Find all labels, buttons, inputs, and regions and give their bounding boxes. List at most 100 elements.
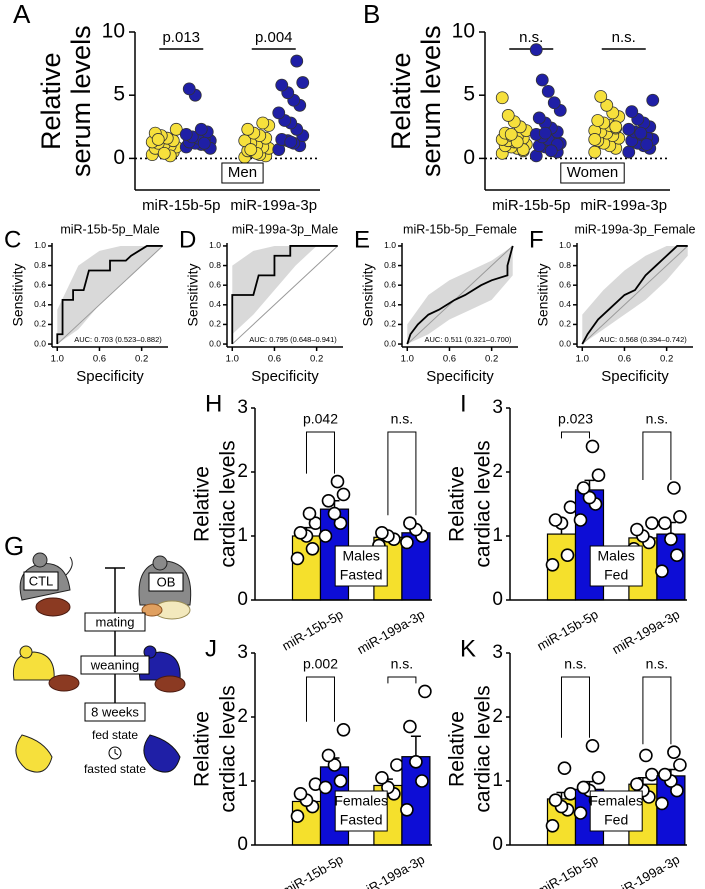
- point: [560, 548, 575, 563]
- y-tick-label: 0.6: [209, 279, 221, 289]
- dot: [256, 116, 270, 130]
- x-tick-label: 0.6: [443, 354, 456, 365]
- point: [548, 513, 563, 527]
- y-tick-label: 0: [237, 834, 248, 855]
- y-tick-label: 1: [237, 525, 248, 546]
- point: [557, 761, 572, 776]
- x-tick-label: miR-199a-3p: [355, 852, 428, 889]
- point: [418, 684, 432, 699]
- dot: [538, 126, 552, 140]
- y-tick-label: 2: [237, 461, 248, 482]
- point: [645, 767, 659, 782]
- chart-title: miR-199a-3p_Male: [232, 222, 338, 236]
- y-tick-label: 1.0: [384, 240, 396, 250]
- y-axis-label: Sensitivity: [10, 263, 26, 326]
- annotation: p.013: [162, 29, 200, 46]
- dot: [640, 138, 654, 151]
- ctl-tail: [65, 556, 73, 576]
- y-tick-label: 0.4: [384, 299, 396, 309]
- auc-label: AUC: 0.703 (0.523–0.882): [74, 335, 162, 344]
- roc-curve: [581, 245, 688, 345]
- point: [290, 809, 305, 824]
- dot: [179, 127, 193, 141]
- point: [321, 493, 336, 508]
- dot: [622, 145, 636, 159]
- x-tick-label: miR-199a-3p: [610, 607, 683, 658]
- dot: [157, 146, 171, 160]
- y-tick-label: 10: [452, 20, 475, 43]
- y-axis-label: Relative: [191, 711, 214, 787]
- y-tick-label: 0.0: [384, 338, 396, 348]
- y-tick-label: 10: [102, 20, 125, 43]
- point: [576, 780, 591, 795]
- panel-label: J: [205, 635, 217, 662]
- point: [573, 806, 588, 820]
- y-axis-label: serum levels: [66, 25, 96, 177]
- bracket: [387, 431, 417, 516]
- x-tick-label: 1.0: [226, 354, 239, 365]
- diagram-g: G CTL OB mating weaning 8 weeks fed stat…: [4, 531, 192, 776]
- dot: [182, 82, 196, 96]
- y-tick-label: 0: [237, 589, 248, 610]
- fed-label: fed state: [92, 728, 138, 742]
- y-tick-label: 1: [492, 525, 503, 546]
- dot: [275, 78, 289, 92]
- y-tick-label: 0.2: [209, 319, 221, 329]
- y-axis-label: Relative: [191, 466, 214, 542]
- bracket: [305, 431, 335, 474]
- x-axis-label: Specificity: [251, 368, 319, 385]
- y-axis-label: Relative: [386, 52, 416, 150]
- ob-label: OB: [157, 574, 176, 589]
- point: [290, 551, 305, 566]
- y-tick-label: 0.2: [34, 319, 46, 329]
- group-box: [221, 162, 264, 184]
- y-tick-label: 0.6: [34, 279, 46, 289]
- ctl-label: CTL: [29, 573, 54, 588]
- dot: [625, 105, 639, 119]
- ctl-offspring-ear: [19, 645, 33, 659]
- ctl-box: [23, 571, 59, 591]
- point: [403, 719, 417, 734]
- group-label: Fasted: [340, 812, 383, 828]
- roc-curve: [406, 245, 514, 345]
- bracket: [560, 431, 590, 439]
- x-tick-label: miR-199a-3p: [355, 607, 428, 658]
- point: [336, 722, 351, 737]
- dot: [244, 143, 258, 156]
- group-label: Females: [334, 793, 388, 809]
- point: [548, 793, 563, 808]
- point: [563, 500, 578, 515]
- roc-curve: [231, 245, 338, 345]
- y-axis-label: Sensitivity: [535, 263, 551, 326]
- y-axis-label: Relative: [446, 466, 469, 542]
- x-tick-label: miR-199a-3p: [230, 197, 317, 214]
- point: [400, 802, 414, 817]
- ci-band: [232, 245, 338, 335]
- dot: [290, 54, 304, 68]
- x-tick-label: miR-15b-5p: [534, 607, 600, 654]
- ctl-offspring: [12, 651, 55, 681]
- dot: [151, 133, 165, 146]
- step-box: [80, 655, 150, 675]
- point: [585, 738, 600, 753]
- y-axis-label: cardiac levels: [472, 440, 495, 567]
- point: [658, 767, 672, 782]
- panel-label: A: [13, 0, 31, 29]
- chart-title: miR-15b-5p_Female: [403, 222, 517, 236]
- reference-line: [406, 245, 514, 345]
- point: [582, 490, 597, 505]
- x-tick-label: 0.6: [268, 354, 281, 365]
- y-tick-label: 0.0: [559, 338, 571, 348]
- point: [673, 758, 687, 772]
- point: [415, 774, 429, 788]
- dot: [594, 90, 608, 103]
- point: [639, 748, 653, 763]
- y-tick-label: 0: [492, 589, 503, 610]
- x-tick-label: 0.2: [135, 354, 148, 365]
- step-label: mating: [95, 614, 134, 629]
- point: [305, 541, 320, 556]
- dot: [591, 114, 605, 127]
- y-tick-label: 1.0: [209, 240, 221, 250]
- y-tick-label: 3: [237, 397, 248, 418]
